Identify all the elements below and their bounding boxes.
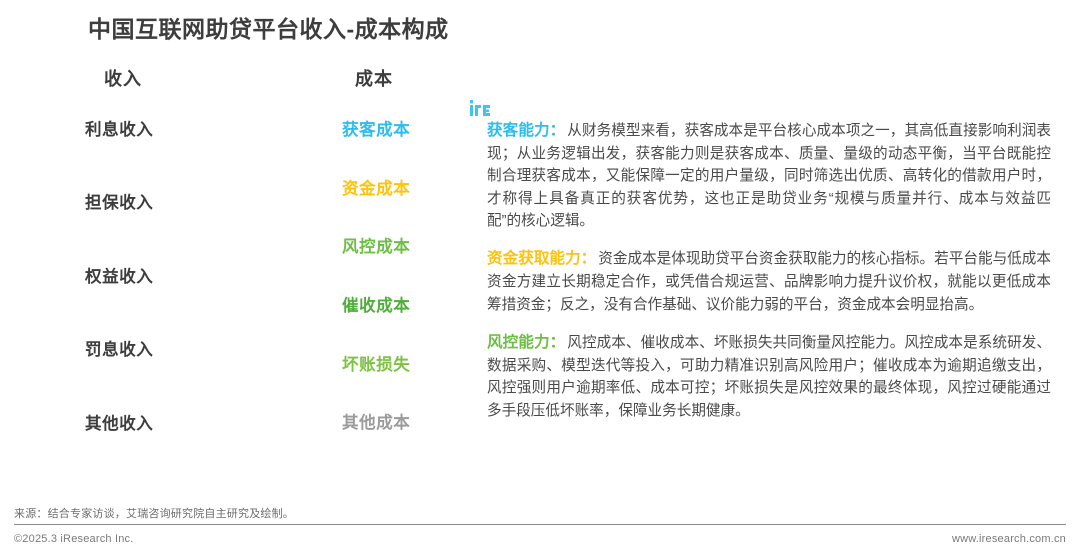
explanation-paragraph: 获客能力： 从财务模型来看，获客成本是平台核心成本项之一，其高低直接影响利润表现；…	[487, 119, 1051, 233]
website-link[interactable]: www.iresearch.com.cn	[951, 533, 1066, 545]
source-note: 来源：结合专家访谈，艾瑞咨询研究院自主研究及绘制。	[14, 508, 294, 520]
revenue-item: 利息收入	[85, 121, 154, 139]
cost-item: 资金成本	[342, 179, 411, 198]
cost-item-list: 获客成本资金成本风控成本催收成本坏账损失其他成本	[342, 122, 472, 432]
cost-item: 获客成本	[342, 121, 411, 139]
column-header-cost: 成本	[355, 69, 393, 89]
explanation-heading: 风控能力：	[487, 333, 566, 351]
cost-item: 催收成本	[342, 297, 411, 316]
cost-item: 其他成本	[342, 414, 411, 433]
copyright-note: ©2025.3 iResearch Inc.	[14, 533, 134, 545]
explanation-paragraph: 风控能力： 风控成本、催收成本、坏账损失共同衡量风控能力。风控成本是系统研发、数据…	[487, 331, 1051, 422]
explanation-panel: 获客能力： 从财务模型来看，获客成本是平台核心成本项之一，其高低直接影响利润表现；…	[487, 104, 1051, 422]
explanation-paragraph: 资金获取能力： 资金成本是体现助贷平台资金获取能力的核心指标。若平台能与低成本资金…	[487, 247, 1051, 316]
explanation-heading: 获客能力：	[487, 121, 566, 139]
cost-item: 坏账损失	[342, 355, 411, 374]
page-title: 中国互联网助贷平台收入-成本构成	[88, 16, 449, 42]
revenue-item-list: 利息收入担保收入权益收入罚息收入其他收入	[85, 122, 260, 432]
footer-divider	[14, 524, 1066, 525]
revenue-item: 担保收入	[85, 194, 154, 213]
revenue-item: 权益收入	[85, 267, 154, 286]
revenue-item: 罚息收入	[85, 341, 154, 360]
explanation-heading: 资金获取能力：	[487, 250, 597, 268]
iresearch-logo-icon	[470, 100, 490, 116]
revenue-item: 其他收入	[85, 414, 154, 433]
cost-item: 风控成本	[342, 238, 411, 257]
explanation-body: 资金成本是体现助贷平台资金获取能力的核心指标。若平台能与低成本资金方建立长期稳定…	[487, 251, 1051, 313]
explanation-body: 从财务模型来看，获客成本是平台核心成本项之一，其高低直接影响利润表现；从业务逻辑…	[487, 122, 1051, 229]
explanation-body: 风控成本、催收成本、坏账损失共同衡量风控能力。风控成本是系统研发、数据采购、模型…	[487, 334, 1051, 419]
column-header-revenue: 收入	[104, 69, 142, 89]
